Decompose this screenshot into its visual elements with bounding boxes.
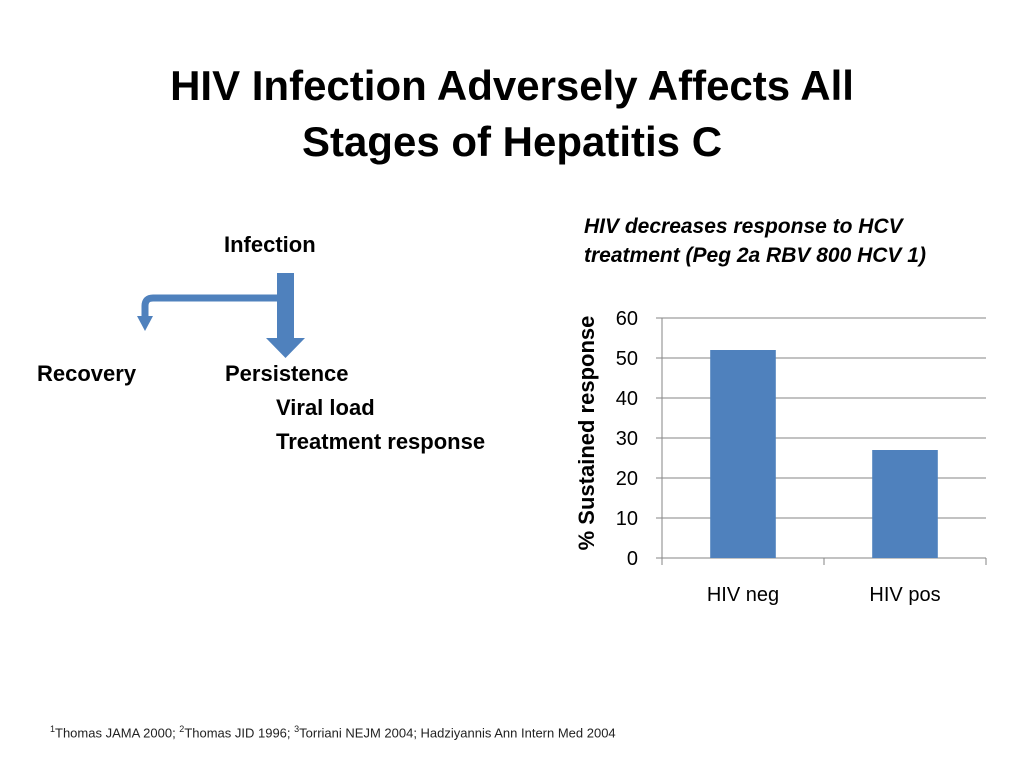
y-tick-label: 0 <box>627 548 638 570</box>
x-category-label: HIV neg <box>707 584 779 606</box>
flow-label-persistence: Persistence <box>225 361 349 386</box>
flow-label-treatment-response: Treatment response <box>276 429 486 454</box>
y-axis-title: % Sustained response <box>574 316 599 551</box>
y-tick-label: 20 <box>616 468 638 490</box>
footnote-references: 1Thomas JAMA 2000; 2Thomas JID 1996; 3To… <box>50 724 616 740</box>
y-tick-label: 50 <box>616 348 638 370</box>
flow-diagram <box>137 273 305 358</box>
slide-title: HIV Infection Adversely Affects All Stag… <box>62 58 962 170</box>
flow-arrowhead-persistence <box>266 338 305 358</box>
flow-arrowhead-recovery <box>137 316 153 331</box>
y-tick-label: 30 <box>616 428 638 450</box>
slide-title-line-2: Stages of Hepatitis C <box>301 118 723 165</box>
chart-heading: HIV decreases response to HCV treatment … <box>584 212 1014 270</box>
x-category-label: HIV pos <box>869 584 940 606</box>
footnote-sup-1: 1 <box>50 724 56 734</box>
footnote-sup-3: 3 <box>294 724 300 734</box>
y-tick-label: 40 <box>616 388 638 410</box>
bar-hiv-pos <box>872 450 938 558</box>
footnote-ref-1: Thomas JAMA 2000; <box>55 725 180 741</box>
footnote-sup-2: 2 <box>179 724 185 734</box>
y-tick-label: 10 <box>616 508 638 530</box>
flow-arrow-recovery <box>141 294 286 318</box>
footnote-ref-3: Torriani NEJM 2004; Hadziyannis Ann Inte… <box>299 725 616 741</box>
bar-hiv-neg <box>710 350 776 558</box>
flow-arrow-persistence-shaft <box>277 273 294 339</box>
flow-label-infection: Infection <box>224 232 316 257</box>
slide-title-line-1: HIV Infection Adversely Affects All <box>170 62 854 109</box>
chart-heading-line-1: HIV decreases response to HCV <box>584 215 903 238</box>
footnote-ref-2: Thomas JID 1996; <box>184 725 295 741</box>
bar-chart: 0 10 20 30 40 50 60 HIV neg HIV pos % Sustained r… <box>574 308 987 606</box>
chart-heading-line-2: treatment (Peg 2a RBV 800 HCV 1) <box>584 244 926 267</box>
flow-label-viral-load: Viral load <box>276 395 375 420</box>
flow-label-recovery: Recovery <box>37 361 137 386</box>
y-tick-label: 60 <box>616 308 638 330</box>
